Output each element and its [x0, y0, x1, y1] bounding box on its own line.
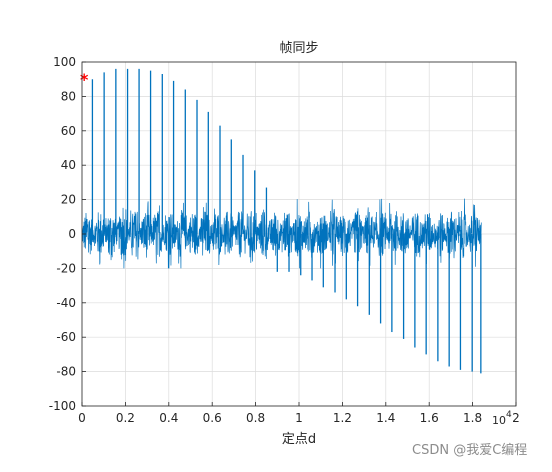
x-multiplier-exponent: 4 [506, 410, 512, 420]
x-tick-label: 0.2 [116, 411, 135, 425]
x-tick-label: 1 [295, 411, 303, 425]
y-tick-label: -20 [56, 261, 76, 275]
y-tick-label: 60 [61, 124, 76, 138]
x-tick-label: 1.6 [420, 411, 439, 425]
x-tick-label: 1.4 [376, 411, 395, 425]
x-tick-label: 0 [78, 411, 86, 425]
tick-layer: 0 0.2 0.4 0.6 0.8 1 1.2 1.4 1.6 1.8 2 -100 -80 -60 -40… [49, 55, 520, 425]
y-tick-label: -100 [49, 399, 76, 413]
marker-layer: * [80, 70, 89, 89]
x-tick-label: 0.8 [246, 411, 265, 425]
chart-title: 帧同步 [279, 41, 318, 56]
watermark: CSDN @我爱C编程 [412, 443, 527, 458]
x-tick-label: 0.4 [159, 411, 178, 425]
y-tick-label: 100 [53, 55, 76, 69]
y-tick-label: 20 [61, 193, 76, 207]
y-tick-label: -60 [56, 330, 76, 344]
x-axis-label: 定点d [282, 432, 316, 447]
y-tick-label: -80 [56, 365, 76, 379]
y-tick-label: 80 [61, 89, 76, 103]
star-marker: * [80, 70, 89, 89]
x-tick-label: 0.6 [203, 411, 222, 425]
y-tick-label: 40 [61, 158, 76, 172]
x-tick-label: 2 [512, 411, 520, 425]
x-tick-label: 1.8 [463, 411, 482, 425]
y-tick-label: -40 [56, 296, 76, 310]
series-layer [81, 68, 482, 374]
x-multiplier-base: 10 [492, 414, 506, 427]
y-tick-label: 0 [68, 227, 76, 241]
x-tick-label: 1.2 [333, 411, 352, 425]
